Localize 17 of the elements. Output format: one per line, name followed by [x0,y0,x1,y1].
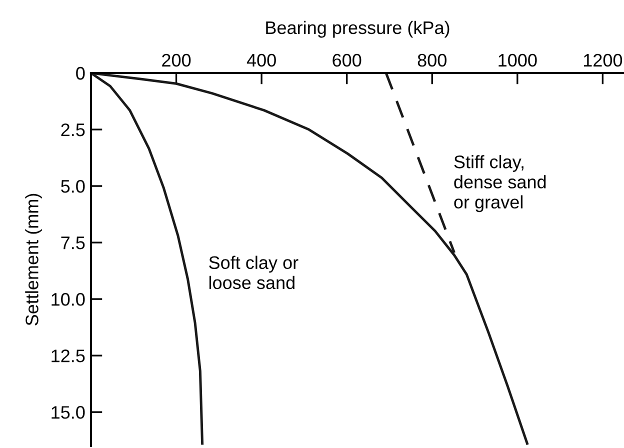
x-tick-label: 600 [332,54,362,67]
x-axis-title: Bearing pressure (kPa) [266,20,450,38]
y-tick-label: 5.0 [61,180,85,193]
y-axis-title: Settlement (mm) [25,194,42,326]
x-tick-label: 400 [246,54,276,67]
x-tick-label: 1000 [498,54,537,67]
annotation: Soft clay or loose sand [209,256,298,290]
y-tick-label: 2.5 [61,123,85,136]
annotation: Stiff clay, dense sand or gravel [454,155,546,212]
y-tick-label: 7.5 [61,236,85,250]
y-tick-label: 10.0 [52,292,85,306]
x-tick-label: 200 [162,54,191,67]
y-tick-label: 12.5 [52,350,85,362]
x-tick-label: 1200 [584,54,622,67]
y-tick-label: 0 [76,66,85,80]
x-tick-label: 800 [418,54,446,67]
y-tick-label: 15.0 [52,406,85,419]
